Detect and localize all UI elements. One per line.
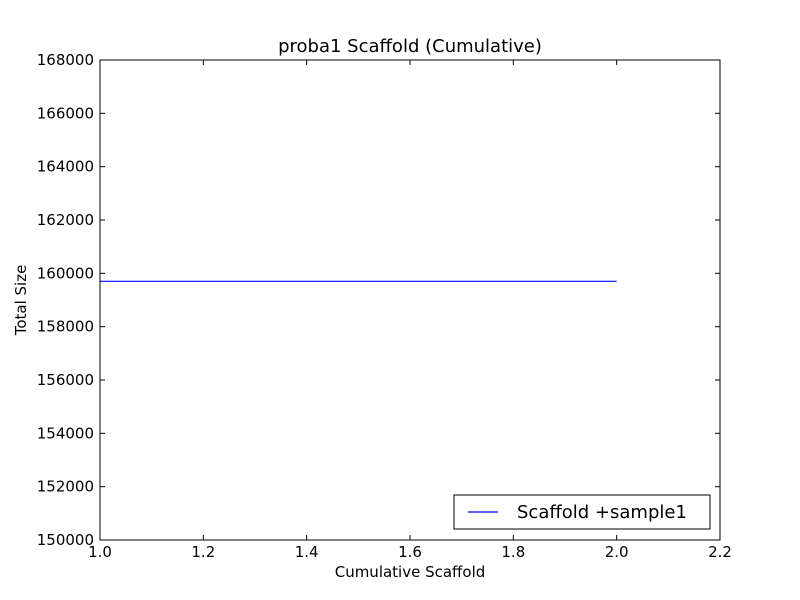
chart-title: proba1 Scaffold (Cumulative)	[278, 36, 542, 57]
y-tick-label: 156000	[37, 371, 94, 389]
y-axis-label: Total Size	[12, 265, 30, 337]
x-tick-label: 1.2	[191, 543, 215, 561]
axis-ticks: 1.0 1.2 1.4 1.6 1.8 2.0 2.2 150000 152000 154000 1…	[37, 51, 732, 561]
x-tick-label: 2.0	[605, 543, 629, 561]
y-tick-label: 152000	[37, 478, 94, 496]
legend-label: Scaffold +sample1	[517, 502, 687, 523]
y-tick-label: 168000	[37, 51, 94, 69]
y-tick-label: 160000	[37, 264, 94, 282]
y-tick-label: 166000	[37, 104, 94, 122]
plot-frame	[99, 59, 721, 541]
y-tick-label: 162000	[37, 211, 94, 229]
x-tick-label: 1.0	[88, 543, 112, 561]
y-tick-label: 154000	[37, 424, 94, 442]
x-tick-label: 1.6	[398, 543, 422, 561]
y-tick-label: 158000	[37, 318, 94, 336]
x-tick-label: 1.4	[295, 543, 319, 561]
y-tick-label: 150000	[37, 531, 94, 549]
y-tick-label: 164000	[37, 158, 94, 176]
x-tick-label: 2.2	[708, 543, 732, 561]
x-tick-label: 1.8	[501, 543, 525, 561]
x-axis-label: Cumulative Scaffold	[335, 563, 486, 581]
legend: Scaffold +sample1	[453, 494, 711, 530]
